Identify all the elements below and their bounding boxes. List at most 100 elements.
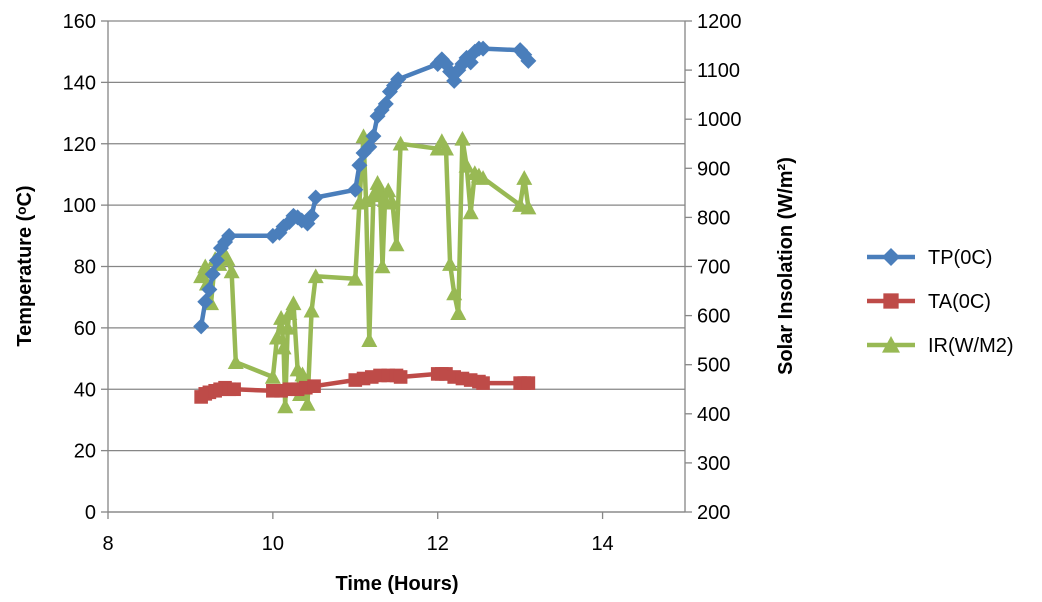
data-point [303, 302, 320, 318]
legend-item-2: IR(W/M2) [867, 335, 1014, 357]
y-tick-label: 160 [63, 11, 96, 33]
y-tick-label: 120 [63, 134, 96, 156]
data-point [384, 194, 401, 210]
axes [101, 20, 692, 519]
y-tick-label: 60 [74, 318, 96, 340]
data-point [201, 281, 218, 298]
data-point [377, 95, 394, 112]
y-tick-label: 40 [74, 379, 96, 401]
legend-label: TP(0C) [928, 247, 992, 269]
data-point [273, 310, 290, 325]
y2-tick-label: 800 [697, 207, 730, 229]
legend-item-0: TP(0C) [867, 247, 992, 269]
series-2 [193, 128, 537, 414]
y2-tick-label: 1100 [697, 60, 740, 82]
data-point [390, 71, 407, 88]
data-point [458, 157, 475, 173]
data-point [393, 370, 408, 384]
data-point [437, 140, 454, 156]
legend-marker [882, 336, 900, 353]
y2-tick-label: 1200 [697, 11, 742, 33]
y2-tick-label: 700 [697, 257, 730, 279]
data-point [475, 40, 492, 57]
x-axis-title: Time (Hours) [336, 573, 459, 595]
data-point [450, 305, 467, 320]
y2-tick-label: 1000 [697, 109, 742, 131]
data-point [454, 130, 471, 146]
data-point [351, 157, 368, 174]
legend-label: IR(W/M2) [928, 335, 1014, 357]
legend-marker [883, 293, 899, 309]
y2-tick-label: 300 [697, 453, 730, 475]
data-point [462, 204, 479, 220]
data-point [268, 329, 285, 345]
gridlines [108, 20, 685, 513]
data-point [281, 305, 298, 320]
data-point [388, 236, 405, 252]
y2-tick-label: 200 [697, 502, 730, 524]
y-tick-label: 20 [74, 441, 96, 463]
data-point [365, 128, 382, 145]
data-point [277, 398, 294, 414]
data-point [475, 170, 492, 185]
data-point [380, 182, 397, 198]
data-point [521, 376, 536, 390]
data-point [307, 268, 324, 284]
data-point [197, 293, 214, 310]
data-point [516, 170, 533, 185]
y2-tick-label: 400 [697, 404, 730, 426]
data-point [520, 52, 537, 69]
data-point [219, 251, 236, 266]
y-tick-label: 80 [74, 257, 96, 279]
legend-label: TA(0C) [928, 291, 991, 313]
tick-labels: 0 20 40 60 80 100 120 140 160 200 300 400 500 600 700 8… [63, 11, 742, 555]
x-tick-label: 14 [591, 533, 613, 555]
data-point [279, 319, 296, 335]
data-point [193, 318, 210, 335]
x-tick-label: 8 [102, 533, 113, 555]
data-point [227, 382, 241, 397]
data-point [358, 192, 375, 208]
x-tick-label: 10 [262, 533, 284, 555]
data-point [307, 379, 321, 393]
data-point [361, 332, 378, 347]
data-point [275, 339, 292, 355]
legend-marker [882, 248, 900, 266]
legend-item-1: TA(0C) [867, 291, 991, 313]
data-point [294, 366, 311, 382]
data-point [520, 199, 537, 215]
series-0 [193, 40, 537, 335]
y-tick-label: 140 [63, 72, 96, 94]
data-point [303, 207, 320, 224]
data-point [223, 263, 240, 279]
data-point [204, 266, 221, 283]
data-point [264, 368, 281, 384]
y2-tick-label: 900 [697, 158, 730, 180]
y-tick-label: 0 [85, 502, 96, 524]
data-point [347, 270, 364, 286]
y-axis-title: Temperature (ᵒC) [14, 185, 36, 346]
plot-area [193, 40, 537, 414]
data-point [355, 128, 372, 144]
data-point [208, 252, 225, 269]
data-point [392, 135, 409, 151]
data-point [307, 189, 324, 206]
data-point [446, 285, 463, 301]
x-tick-label: 12 [427, 533, 449, 555]
y2-axis-title: Solar Insolation (W/m²) [775, 157, 797, 375]
y-tick-label: 100 [63, 195, 96, 217]
data-point [442, 256, 459, 271]
data-point [299, 395, 316, 411]
series-1 [194, 367, 536, 404]
legend: TP(0C) TA(0C) IR(W/M2) [867, 247, 1014, 357]
data-point [285, 295, 302, 311]
data-point [227, 354, 244, 370]
data-point [374, 258, 391, 274]
y2-tick-label: 500 [697, 355, 730, 377]
y2-tick-label: 600 [697, 306, 730, 328]
data-point [347, 181, 364, 198]
data-point [221, 227, 238, 244]
data-point [476, 376, 490, 390]
